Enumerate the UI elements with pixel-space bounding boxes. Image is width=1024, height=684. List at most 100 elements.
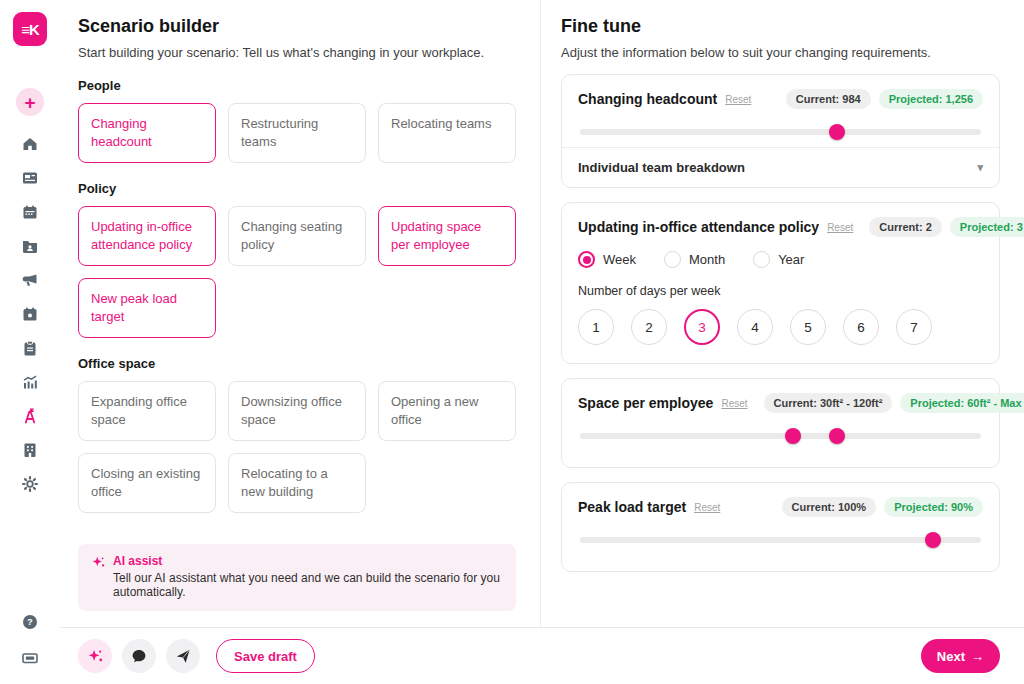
projected-badge: Projected: 3	[950, 217, 1024, 237]
team-breakdown-dropdown[interactable]: Individual team breakdown ▾	[562, 147, 999, 187]
page-title: Scenario builder	[78, 16, 516, 37]
projected-badge: Projected: 90%	[884, 497, 983, 517]
day-option-1[interactable]: 1	[578, 309, 614, 345]
comments-button[interactable]	[122, 639, 156, 673]
day-option-2[interactable]: 2	[631, 309, 667, 345]
reset-link[interactable]: Reset	[721, 398, 747, 409]
arrow-right-icon: →	[971, 649, 984, 664]
radio-week[interactable]: Week	[578, 251, 636, 268]
current-badge: Current: 30ft² - 120ft²	[764, 393, 893, 413]
page-subtitle: Start building your scenario: Tell us wh…	[78, 45, 516, 60]
radio-week-label: Week	[603, 252, 636, 267]
day-option-3[interactable]: 3	[684, 309, 720, 345]
radio-year-label: Year	[778, 252, 804, 267]
fine-tune-subtitle: Adjust the information below to suit you…	[561, 45, 1000, 60]
ai-assist-title: AI assist	[113, 554, 502, 568]
scenario-planner-icon[interactable]	[18, 404, 42, 428]
scenario-card-downsizing-office-space[interactable]: Downsizing office space	[228, 381, 366, 441]
peak-load-slider[interactable]	[580, 537, 981, 543]
projected-badge: Projected: 1,256	[879, 89, 983, 109]
day-option-5[interactable]: 5	[790, 309, 826, 345]
scenario-card-closing-an-existing-office[interactable]: Closing an existing office	[78, 453, 216, 513]
people-card-grid: Changing headcount Restructuring teams R…	[78, 103, 516, 163]
fine-tune-cards: Changing headcount Reset Current: 984 Pr…	[561, 74, 1000, 572]
ai-assist-button[interactable]	[78, 639, 112, 673]
headcount-slider-thumb[interactable]	[829, 124, 845, 140]
ai-assist-text: AI assist Tell our AI assistant what you…	[113, 554, 502, 599]
card-space-per-employee: Space per employee Reset Current: 30ft² …	[561, 378, 1000, 468]
reset-link[interactable]: Reset	[694, 502, 720, 513]
headcount-slider[interactable]	[580, 129, 981, 135]
team-breakdown-label: Individual team breakdown	[578, 160, 745, 175]
scenario-card-changing-headcount[interactable]: Changing headcount	[78, 103, 216, 163]
home-icon[interactable]	[18, 132, 42, 156]
scenario-card-relocating-teams[interactable]: Relocating teams	[378, 103, 516, 163]
space-slider-thumb-max[interactable]	[829, 428, 845, 444]
radio-month-label: Month	[689, 252, 725, 267]
scenario-card-changing-seating-policy[interactable]: Changing seating policy	[228, 206, 366, 266]
chat-bubble-icon	[131, 648, 147, 664]
analytics-icon[interactable]	[18, 370, 42, 394]
office-space-card-grid: Expanding office space Downsizing office…	[78, 381, 516, 513]
help-icon[interactable]: ?	[18, 610, 42, 634]
day-option-6[interactable]: 6	[843, 309, 879, 345]
current-badge: Current: 2	[869, 217, 942, 237]
radio-year[interactable]: Year	[753, 251, 804, 268]
app-window: ≡K +	[0, 0, 1024, 684]
calendar-icon[interactable]	[18, 200, 42, 224]
radio-month-control[interactable]	[664, 251, 681, 268]
space-slider-thumb-min[interactable]	[785, 428, 801, 444]
share-button[interactable]	[166, 639, 200, 673]
section-label-office-space: Office space	[78, 356, 516, 371]
radio-week-control[interactable]	[578, 251, 595, 268]
folder-user-icon[interactable]	[18, 234, 42, 258]
day-option-4[interactable]: 4	[737, 309, 773, 345]
next-button[interactable]: Next →	[921, 639, 1000, 673]
days-per-week-label: Number of days per week	[578, 284, 983, 298]
save-draft-button[interactable]: Save draft	[216, 639, 315, 673]
fine-tune-title: Fine tune	[561, 16, 1000, 37]
scenario-card-relocating-to-a-new-building[interactable]: Relocating to a new building	[228, 453, 366, 513]
content-row: Scenario builder Start building your sce…	[60, 0, 1024, 627]
scenario-card-new-peak-load-target[interactable]: New peak load target	[78, 278, 216, 338]
clipboard-icon[interactable]	[18, 336, 42, 360]
current-badge: Current: 984	[786, 89, 871, 109]
radio-year-control[interactable]	[753, 251, 770, 268]
days-selector: 1 2 3 4 5 6 7	[578, 309, 983, 345]
id-card-icon[interactable]	[18, 166, 42, 190]
section-label-policy: Policy	[78, 181, 516, 196]
scenario-builder-panel: Scenario builder Start building your sce…	[60, 0, 541, 627]
space-range-slider[interactable]	[580, 433, 981, 439]
peak-load-slider-thumb[interactable]	[925, 532, 941, 548]
scenario-card-opening-a-new-office[interactable]: Opening a new office	[378, 381, 516, 441]
reset-link[interactable]: Reset	[725, 94, 751, 105]
ai-assist-description: Tell our AI assistant what you need and …	[113, 571, 502, 599]
scenario-card-restructuring-teams[interactable]: Restructuring teams	[228, 103, 366, 163]
building-icon[interactable]	[18, 438, 42, 462]
bottom-action-bar: Save draft Next →	[60, 627, 1024, 684]
sparkle-icon	[92, 555, 105, 573]
scenario-card-expanding-office-space[interactable]: Expanding office space	[78, 381, 216, 441]
card-title: Updating in-office attendance policy	[578, 219, 819, 235]
day-option-7[interactable]: 7	[896, 309, 932, 345]
reset-link[interactable]: Reset	[827, 222, 853, 233]
calendar-event-icon[interactable]	[18, 302, 42, 326]
card-changing-headcount: Changing headcount Reset Current: 984 Pr…	[561, 74, 1000, 188]
scenario-card-updating-attendance-policy[interactable]: Updating in-office attendance policy	[78, 206, 216, 266]
card-attendance-policy: Updating in-office attendance policy Res…	[561, 202, 1000, 364]
scenario-card-updating-space-per-employee[interactable]: Updating space per employee	[378, 206, 516, 266]
keyboard-icon[interactable]	[18, 646, 42, 670]
current-badge: Current: 100%	[782, 497, 877, 517]
svg-text:?: ?	[27, 616, 33, 627]
policy-card-grid: Updating in-office attendance policy Cha…	[78, 206, 516, 338]
card-title: Changing headcount	[578, 91, 717, 107]
settings-gear-icon[interactable]	[18, 472, 42, 496]
brand-logo[interactable]: ≡K	[13, 12, 47, 46]
ai-assist-banner[interactable]: AI assist Tell our AI assistant what you…	[78, 544, 516, 611]
megaphone-icon[interactable]	[18, 268, 42, 292]
frequency-radio-group: Week Month Year	[578, 251, 983, 268]
projected-badge: Projected: 60ft² - Max 70ft²	[900, 393, 1024, 413]
next-button-label: Next	[937, 649, 965, 664]
create-new-button[interactable]: +	[16, 88, 44, 116]
radio-month[interactable]: Month	[664, 251, 725, 268]
